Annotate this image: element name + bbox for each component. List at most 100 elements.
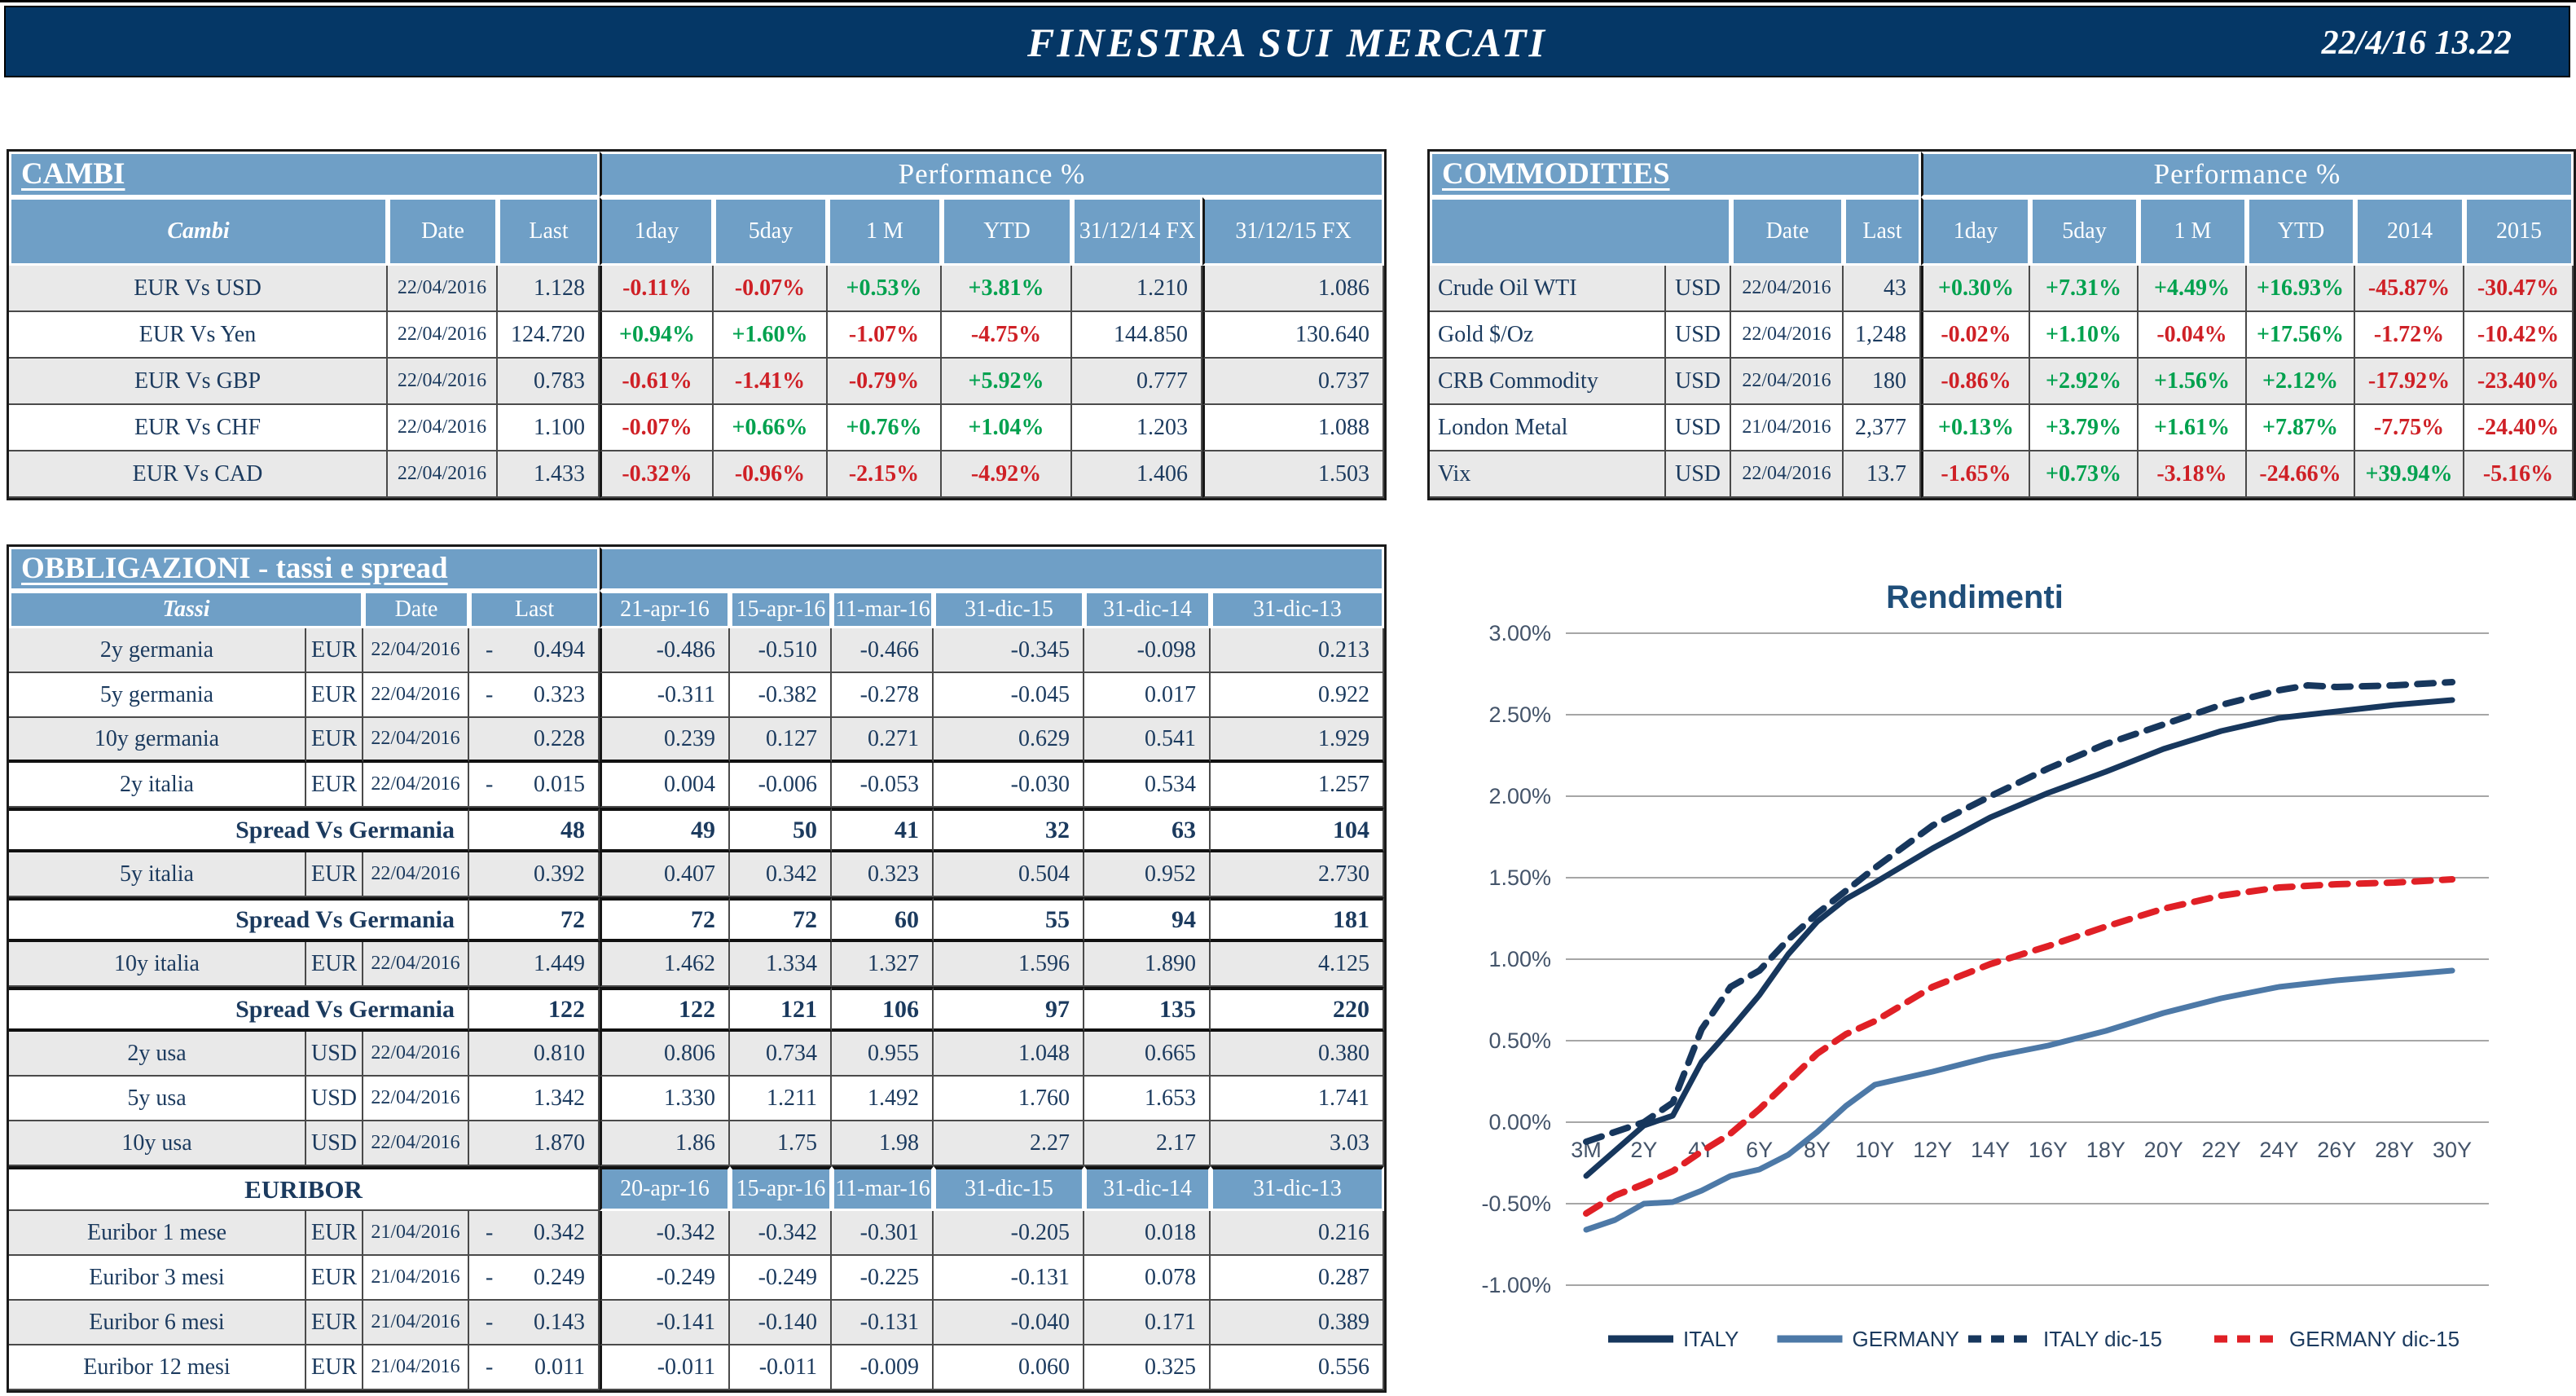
cambi-perf-5day: -1.41% — [714, 359, 828, 405]
euribor-col-header: 31-dic-14 — [1084, 1166, 1211, 1211]
report-header-bar: FINESTRA SUI MERCATI 22/4/16 13.22 — [4, 6, 2570, 77]
bond-hist-31-dic-15: -0.030 — [934, 763, 1084, 808]
bond-last: 0.392 — [469, 852, 600, 897]
commodity-perf-1 M: +4.49% — [2139, 266, 2247, 312]
euribor-col-header: 20-apr-16 — [600, 1166, 730, 1211]
bond-name: 5y germania — [9, 673, 306, 718]
cambi-col-header: 31/12/14 FX — [1072, 197, 1202, 266]
bond-last: -0.015 — [469, 763, 600, 808]
y-axis-tick-label: 2.50% — [1488, 702, 1551, 727]
legend-label-italy-dic-15: ITALY dic-15 — [2043, 1327, 2162, 1351]
bond-hist-15-apr-16: -0.342 — [730, 1211, 832, 1256]
bond-hist-31-dic-13: 1.257 — [1211, 763, 1384, 808]
cambi-perf-5day: +1.60% — [714, 312, 828, 359]
legend-label-italy: ITALY — [1683, 1327, 1739, 1351]
commodity-last: 43 — [1844, 266, 1921, 312]
bond-hist-31-dic-14: -0.098 — [1084, 628, 1211, 673]
spread-hist-11-mar-16: 60 — [832, 897, 934, 942]
bond-currency: EUR — [306, 1256, 363, 1301]
commodity-perf-5day: +2.92% — [2030, 359, 2139, 405]
commodity-perf-1 M: -0.04% — [2139, 312, 2247, 359]
spread-vs-germania-label: Spread Vs Germania — [9, 897, 469, 942]
cambi-fx-31-12-15: 130.640 — [1202, 312, 1384, 359]
cambi-date: 22/04/2016 — [388, 312, 498, 359]
commodities-col-header: 2015 — [2464, 197, 2574, 266]
x-axis-tick-label: 30Y — [2433, 1138, 2472, 1162]
cambi-perf-1 M: -2.15% — [828, 451, 942, 498]
cambi-pair-name: EUR Vs CHF — [9, 405, 388, 451]
bond-hist-31-dic-13: 2.730 — [1211, 852, 1384, 897]
x-axis-tick-label: 18Y — [2086, 1138, 2125, 1162]
bond-name: 10y italia — [9, 942, 306, 987]
y-axis-tick-label: 1.00% — [1488, 947, 1551, 971]
bond-hist-31-dic-14: 0.171 — [1084, 1301, 1211, 1345]
cambi-fx-31-12-14: 0.777 — [1072, 359, 1202, 405]
spread-hist-31-dic-14: 94 — [1084, 897, 1211, 942]
bond-last: -0.249 — [469, 1256, 600, 1301]
obbligazioni-col-header: Date — [363, 591, 469, 628]
cambi-date: 22/04/2016 — [388, 405, 498, 451]
rendimenti-yield-curve-chart: Rendimenti 3.00% 2.50% 2.00% 1.50% 1.00% 0.50%… — [1481, 579, 2489, 1351]
x-axis-tick-label: 14Y — [1971, 1138, 2010, 1162]
commodities-col-header: 1 M — [2139, 197, 2247, 266]
bond-hist-21-apr-16: 0.239 — [600, 718, 730, 763]
cambi-perf-1day: +0.94% — [600, 312, 714, 359]
bond-hist-21-apr-16: 0.004 — [600, 763, 730, 808]
commodity-perf-YTD: +7.87% — [2247, 405, 2355, 451]
bond-hist-31-dic-13: 0.389 — [1211, 1301, 1384, 1345]
cambi-col-header: YTD — [942, 197, 1072, 266]
bond-hist-31-dic-14: 0.325 — [1084, 1345, 1211, 1390]
y-axis-tick-label: 3.00% — [1488, 621, 1551, 645]
bond-hist-31-dic-13: 3.03 — [1211, 1121, 1384, 1166]
bond-currency: EUR — [306, 942, 363, 987]
bond-currency: USD — [306, 1121, 363, 1166]
cambi-perf-1 M: +0.76% — [828, 405, 942, 451]
bond-currency: EUR — [306, 628, 363, 673]
bond-hist-15-apr-16: 1.75 — [730, 1121, 832, 1166]
x-axis-tick-label: 22Y — [2202, 1138, 2241, 1162]
bond-hist-11-mar-16: -0.278 — [832, 673, 934, 718]
euribor-section-label: EURIBOR — [9, 1166, 600, 1211]
report-datetime: 22/4/16 13.22 — [2321, 24, 2512, 62]
commodity-perf-2014: -45.87% — [2355, 266, 2464, 312]
bond-name: 2y italia — [9, 763, 306, 808]
commodities-col-header: 2014 — [2355, 197, 2464, 266]
cambi-col-header: 1day — [600, 197, 714, 266]
bond-hist-11-mar-16: -0.131 — [832, 1301, 934, 1345]
bond-hist-15-apr-16: -0.510 — [730, 628, 832, 673]
bond-hist-11-mar-16: -0.053 — [832, 763, 934, 808]
bond-hist-11-mar-16: -0.225 — [832, 1256, 934, 1301]
cambi-perf-1 M: -0.79% — [828, 359, 942, 405]
commodity-perf-YTD: -24.66% — [2247, 451, 2355, 498]
commodity-perf-2015: -23.40% — [2464, 359, 2574, 405]
bond-hist-31-dic-15: 1.760 — [934, 1077, 1084, 1121]
obbligazioni-section-title: OBBLIGAZIONI - tassi e spread — [9, 547, 600, 591]
commodity-perf-5day: +0.73% — [2030, 451, 2139, 498]
bond-hist-31-dic-13: 0.216 — [1211, 1211, 1384, 1256]
cambi-perf-YTD: +1.04% — [942, 405, 1072, 451]
commodity-perf-1day: +0.13% — [1921, 405, 2030, 451]
obbligazioni-col-header: 15-apr-16 — [730, 591, 832, 628]
commodity-perf-1day: -0.86% — [1921, 359, 2030, 405]
cambi-section-title: CAMBI — [9, 152, 600, 197]
chart-title: Rendimenti — [1886, 579, 2064, 615]
commodity-date: 22/04/2016 — [1731, 266, 1844, 312]
bond-currency: EUR — [306, 852, 363, 897]
bond-hist-31-dic-15: 1.048 — [934, 1032, 1084, 1077]
bond-name: Euribor 3 mesi — [9, 1256, 306, 1301]
bond-hist-21-apr-16: -0.486 — [600, 628, 730, 673]
x-axis-tick-label: 2Y — [1630, 1138, 1657, 1162]
bond-hist-31-dic-15: 0.060 — [934, 1345, 1084, 1390]
commodity-perf-1day: -0.02% — [1921, 312, 2030, 359]
bond-hist-31-dic-13: 0.213 — [1211, 628, 1384, 673]
bond-hist-11-mar-16: -0.009 — [832, 1345, 934, 1390]
euribor-col-header: 31-dic-13 — [1211, 1166, 1384, 1211]
bond-hist-31-dic-15: 1.596 — [934, 942, 1084, 987]
spread-hist-11-mar-16: 41 — [832, 808, 934, 852]
bond-last: 1.870 — [469, 1121, 600, 1166]
cambi-fx-31-12-14: 144.850 — [1072, 312, 1202, 359]
bond-last: -0.011 — [469, 1345, 600, 1390]
bond-hist-15-apr-16: 0.127 — [730, 718, 832, 763]
bond-hist-31-dic-14: 0.018 — [1084, 1211, 1211, 1256]
spread-hist-31-dic-14: 135 — [1084, 987, 1211, 1032]
